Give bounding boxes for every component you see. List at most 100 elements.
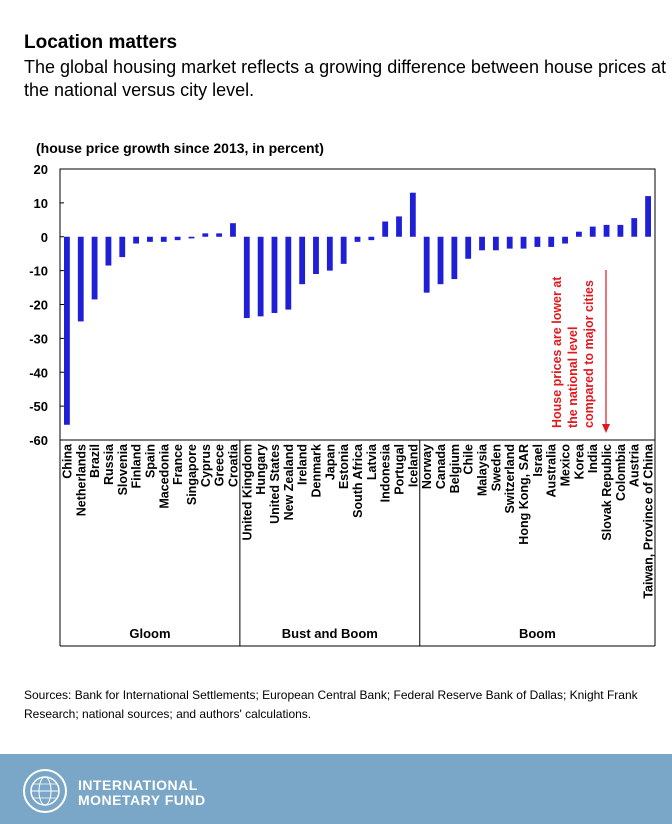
bar [589, 226, 596, 237]
y-tick-label: 0 [41, 230, 48, 245]
annotation-arrow-head [602, 424, 610, 433]
bar [382, 221, 389, 237]
y-tick-label: 10 [34, 196, 48, 211]
sources-note: Sources: Bank for International Settleme… [24, 688, 638, 721]
category-label: Ireland [296, 444, 310, 485]
bar [285, 236, 292, 310]
category-label: Canada [434, 443, 448, 489]
bar [230, 223, 236, 237]
bar [534, 236, 541, 247]
category-label: United States [268, 444, 282, 524]
org-name-line-1: INTERNATIONAL [78, 777, 198, 793]
category-label: Switzerland [503, 444, 517, 513]
category-label: Finland [130, 444, 144, 488]
y-tick-label: -50 [29, 399, 48, 414]
bar [575, 231, 582, 237]
category-label: Russia [102, 443, 116, 485]
bar [368, 236, 375, 241]
category-label: Australia [545, 443, 559, 498]
category-label: Brazil [88, 444, 102, 478]
footer-bar: INTERNATIONAL MONETARY FUND [0, 754, 672, 824]
category-label: New Zealand [282, 444, 296, 520]
bar [506, 236, 513, 249]
bar [64, 236, 70, 425]
category-label: Greece [213, 444, 227, 486]
bar [105, 236, 112, 266]
category-label: India [586, 443, 600, 473]
category-label: France [171, 444, 185, 485]
y-tick-label: -40 [29, 365, 48, 380]
category-label: Netherlands [74, 444, 88, 516]
category-label: Hong Kong, SAR [517, 444, 531, 545]
category-label: Croatia [226, 443, 240, 487]
category-label: Chile [462, 444, 476, 475]
category-label: China [60, 443, 74, 479]
bar [133, 236, 140, 244]
category-label: Slovenia [116, 443, 130, 495]
bar [257, 236, 264, 317]
category-label: Estonia [337, 443, 351, 489]
imf-seal-logo [23, 769, 67, 813]
bar [299, 236, 306, 285]
category-label: Norway [420, 444, 434, 489]
bar [160, 236, 167, 242]
y-axis-label: (house price growth since 2013, in perce… [36, 140, 324, 156]
category-label: South Africa [351, 443, 365, 518]
category-label: Spain [143, 444, 157, 478]
bar-chart: (house price growth since 2013, in perce… [29, 140, 656, 647]
bar [188, 236, 195, 239]
chart-subtitle: The global housing market reflects a gro… [24, 57, 667, 100]
category-label: Colombia [614, 443, 628, 501]
bar [91, 236, 98, 300]
category-label: Japan [323, 444, 337, 480]
y-tick-label: -20 [29, 298, 48, 313]
bar [396, 216, 402, 237]
bar [423, 236, 430, 293]
bar [645, 196, 651, 237]
y-tick-label: 20 [34, 162, 48, 177]
category-label: Israel [531, 444, 545, 477]
category-label: Austria [628, 443, 642, 487]
bar [409, 192, 416, 237]
category-label: Korea [572, 443, 586, 479]
category-label: Hungary [254, 444, 268, 495]
annotation-text: the national level [566, 327, 580, 428]
y-tick-label: -60 [29, 433, 48, 448]
category-label: Indonesia [379, 443, 393, 502]
category-label: United Kingdom [240, 444, 254, 541]
group-label: Boom [519, 626, 556, 641]
category-label: Taiwan, Province of China [642, 443, 656, 599]
category-label: Iceland [406, 444, 420, 487]
bar [562, 236, 568, 244]
bar [520, 236, 527, 249]
category-label: Malaysia [476, 443, 490, 496]
org-name-line-2: MONETARY FUND [78, 792, 206, 808]
y-tick-label: -10 [29, 264, 48, 279]
category-label: Sweden [489, 444, 503, 491]
group-label: Gloom [129, 626, 170, 641]
category-label: Cyprus [199, 444, 213, 487]
bar [243, 236, 250, 319]
bar [313, 236, 319, 275]
bar [492, 236, 499, 251]
bar [77, 236, 84, 322]
bar [340, 236, 347, 264]
category-label: Belgium [448, 444, 462, 493]
category-label: Macedonia [157, 443, 171, 509]
bar [617, 224, 624, 237]
chart-title: Location matters [24, 32, 178, 53]
category-label: Singapore [185, 444, 199, 505]
bar [202, 233, 209, 237]
group-label: Bust and Boom [282, 626, 378, 641]
bar [548, 236, 555, 247]
category-label: Portugal [393, 444, 407, 495]
annotation-text: House prices are lower at [550, 276, 564, 428]
bar [603, 224, 610, 237]
bar [119, 236, 126, 258]
category-label: Slovak Republic [600, 444, 614, 541]
y-tick-label: -30 [29, 331, 48, 346]
bar [147, 236, 153, 242]
bar [451, 236, 458, 280]
bar [216, 233, 223, 237]
